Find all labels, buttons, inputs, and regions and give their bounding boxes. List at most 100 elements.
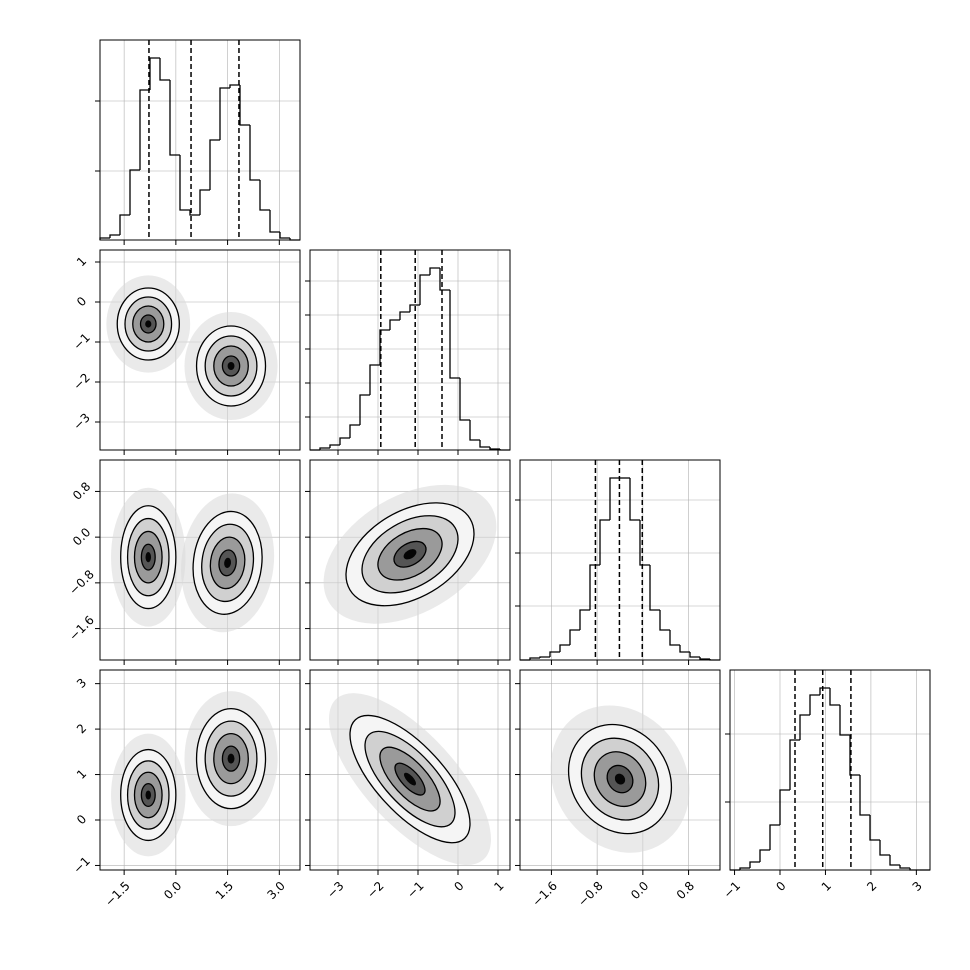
histogram-bin [189,210,200,216]
x-tick-label: 3.0 [265,879,288,902]
density-contour [145,320,152,328]
x-tick-label: 3 [910,879,925,894]
density [550,705,690,853]
histogram-bin [649,565,660,611]
histogram-bin [809,694,820,715]
histogram-bin [539,656,550,658]
histogram-bin [439,268,450,291]
histogram-bin [129,169,140,215]
density-contour [145,552,152,563]
histogram-bin [359,394,370,425]
histogram-bin [749,861,760,868]
histogram-bin [529,657,540,660]
panel-frame [519,669,721,871]
histogram-bin [479,440,490,448]
histogram-bin [549,651,560,657]
x-tick-label: 0 [451,879,466,894]
histogram-bin [629,478,640,521]
panel-frame [309,669,511,871]
panel-frame [309,249,511,451]
y-tick-label: −1.6 [66,613,97,644]
histogram-bin [899,865,910,869]
y-tick-label: 1 [74,767,89,782]
histogram-bin [399,311,410,320]
histogram-bin [699,657,710,660]
histogram-bin [589,564,600,610]
y-tick-label: 3 [74,676,89,691]
density-contour [227,362,235,370]
histogram-bin [599,519,610,565]
histogram-bin [109,234,120,238]
histogram-bin [679,645,690,653]
density [106,275,278,420]
x-tick-label: 1 [491,879,506,894]
histogram-bin [819,687,830,695]
histogram-bin [739,867,750,870]
histogram-bin [869,815,880,841]
histogram-bin [209,139,220,190]
histogram-bin [319,447,330,450]
histogram-bin [459,378,470,421]
histogram-bin [579,609,590,630]
histogram-bin [279,232,290,239]
histogram-bin [429,267,440,275]
histogram-bin [119,214,130,235]
x-tick-label: 0.0 [161,879,184,902]
histogram-bin [889,855,900,866]
y-tick-label: 0.0 [70,525,93,548]
histogram-bin [759,849,770,862]
y-tick-label: −1 [70,330,92,352]
density [111,487,275,633]
histogram-bin [489,447,500,450]
y-tick-label: 2 [74,721,89,736]
histogram-bin [669,630,680,646]
y-tick-label: −2 [70,370,92,392]
histogram-bin [639,520,650,566]
histogram-bin [609,477,620,520]
histogram-bin [149,57,160,90]
histogram-bin [329,444,340,448]
panel-frame [99,459,301,661]
panel-frame [519,459,721,661]
histogram-bin [269,210,280,233]
y-tick-label: 0 [74,294,89,309]
histogram-bin [779,789,790,825]
histogram-bin [389,319,400,330]
histogram-bin [259,180,270,211]
x-tick-label: −1 [721,879,743,901]
density [323,484,497,624]
histogram-bin [569,629,580,645]
y-tick-label: −3 [70,410,92,432]
histogram-bin [169,80,180,156]
y-tick-label: 1 [74,254,89,269]
density-contour [224,557,232,568]
x-tick-label: −1 [404,879,426,901]
x-tick-label: 0 [773,879,788,894]
histogram-bin [659,610,670,631]
density-contour [227,753,235,764]
histogram-bin [419,274,430,305]
histogram-bin [219,87,230,140]
histogram-bin [179,155,190,211]
histogram-bin [839,705,850,736]
x-tick-label: −2 [364,879,386,901]
histogram-bin [379,329,390,365]
density-contour [403,549,417,560]
histogram-bin [159,58,170,81]
density-contour [404,772,417,786]
x-tick-label: 0.8 [674,879,697,902]
histogram-bin [199,189,210,215]
histogram-bin [799,714,810,740]
density [111,691,278,857]
x-tick-label: −1.5 [102,879,133,910]
x-tick-label: −1.6 [530,879,561,910]
density [329,693,492,865]
histogram-bin [859,775,870,816]
x-tick-label: −3 [324,879,346,901]
histogram-bin [369,364,380,395]
histogram-bin [139,89,150,170]
panel-frame [729,669,931,871]
density-contour [145,790,152,800]
x-tick-label: 1 [819,879,834,894]
y-tick-label: 0 [74,812,89,827]
